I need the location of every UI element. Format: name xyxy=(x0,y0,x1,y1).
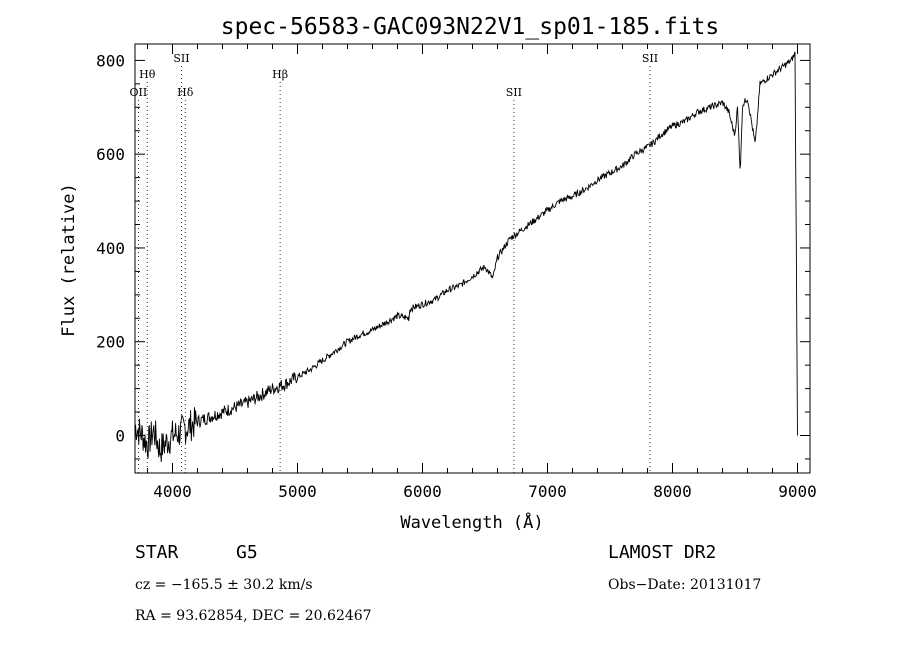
y-tick-label: 400 xyxy=(96,239,125,258)
x-tick-label: 5000 xyxy=(278,482,317,501)
x-tick-label: 8000 xyxy=(653,482,692,501)
axis-ticks: 4000 5000 6000 7000 8000 9000 0 200 400 600 800 xyxy=(96,44,817,501)
spectral-line-label: SII xyxy=(173,52,189,65)
x-tick-label: 4000 xyxy=(153,482,192,501)
x-tick-label: 6000 xyxy=(403,482,442,501)
x-axis-label: Wavelength (Å) xyxy=(400,511,543,533)
obs-date: Obs−Date: 20131017 xyxy=(608,577,761,593)
spectral-line-label: OII xyxy=(130,86,148,99)
y-tick-label: 600 xyxy=(96,145,125,164)
spectral-line-label: Hδ xyxy=(177,86,194,99)
x-tick-label: 9000 xyxy=(778,482,817,501)
object-subclass: G5 xyxy=(236,542,258,563)
survey-name: LAMOST DR2 xyxy=(608,542,716,563)
spectral-line-label: Hβ xyxy=(272,68,288,81)
x-tick-label: 7000 xyxy=(528,482,567,501)
y-tick-label: 200 xyxy=(96,333,125,352)
y-axis-label: Flux (relative) xyxy=(59,183,79,337)
spectral-line-label: Hθ xyxy=(139,68,156,81)
spectrum-line xyxy=(134,51,798,462)
redshift-cz: cz = −165.5 ± 30.2 km/s xyxy=(135,577,313,593)
object-class: STAR xyxy=(135,542,179,563)
spectrum-series xyxy=(134,51,798,462)
spectral-line-label: SII xyxy=(506,86,522,99)
spectral-line-markers: OII Hθ SII Hδ Hβ SII SII xyxy=(130,52,658,473)
coordinates: RA = 93.62854, DEC = 20.62467 xyxy=(135,608,372,624)
y-tick-label: 800 xyxy=(96,51,125,70)
spectral-line-label: SII xyxy=(642,52,658,65)
y-tick-label: 0 xyxy=(115,426,125,445)
chart-title: spec-56583-GAC093N22V1_sp01-185.fits xyxy=(221,14,720,40)
